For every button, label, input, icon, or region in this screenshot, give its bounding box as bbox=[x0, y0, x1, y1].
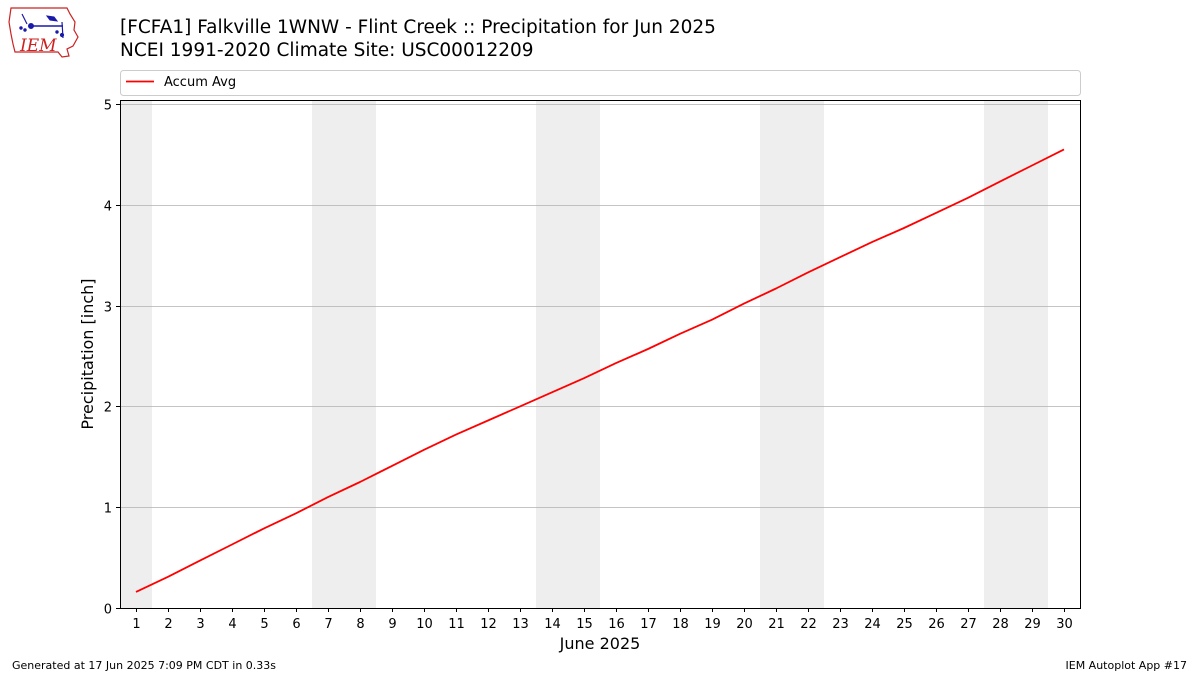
x-tick-label: 2 bbox=[164, 617, 172, 632]
logo-text: IEM bbox=[19, 36, 57, 56]
legend-box bbox=[120, 70, 1081, 96]
weekend-band bbox=[984, 100, 1048, 608]
y-tick-label: 1 bbox=[104, 502, 112, 517]
x-tick-label: 6 bbox=[292, 617, 300, 632]
x-tick-label: 22 bbox=[800, 617, 817, 632]
x-tick-label: 27 bbox=[960, 617, 977, 632]
legend-label-accum-avg: Accum Avg bbox=[164, 75, 236, 90]
x-tick-label: 5 bbox=[260, 617, 268, 632]
generated-timestamp: Generated at 17 Jun 2025 7:09 PM CDT in … bbox=[12, 659, 277, 672]
iem-logo: IEM bbox=[8, 7, 79, 58]
x-tick-label: 24 bbox=[864, 617, 881, 632]
x-tick-label: 30 bbox=[1056, 617, 1073, 632]
y-axis: 0 1 2 3 4 5 bbox=[104, 99, 120, 618]
x-tick-label: 26 bbox=[928, 617, 945, 632]
x-tick-label: 14 bbox=[544, 617, 561, 632]
x-axis: 1 2 3 4 5 6 7 8 9 10 11 12 13 14 15 16 17 18 19 20 21 22 23 24 2… bbox=[132, 608, 1073, 632]
y-tick-label: 2 bbox=[104, 401, 112, 416]
x-tick-label: 17 bbox=[640, 617, 657, 632]
x-tick-label: 29 bbox=[1024, 617, 1041, 632]
weekend-band bbox=[760, 100, 824, 608]
weekend-band bbox=[312, 100, 376, 608]
x-axis-label: June 2025 bbox=[559, 634, 641, 653]
x-tick-label: 16 bbox=[608, 617, 625, 632]
x-tick-label: 13 bbox=[512, 617, 529, 632]
x-tick-label: 21 bbox=[768, 617, 785, 632]
x-tick-label: 28 bbox=[992, 617, 1009, 632]
y-tick-label: 4 bbox=[104, 200, 112, 215]
weekend-band bbox=[536, 100, 600, 608]
app-label: IEM Autoplot App #17 bbox=[1065, 659, 1188, 672]
x-tick-label: 3 bbox=[196, 617, 204, 632]
x-tick-label: 9 bbox=[388, 617, 396, 632]
series-line-accum-avg bbox=[135, 148, 1065, 593]
x-tick-label: 10 bbox=[416, 617, 433, 632]
y-tick-label: 3 bbox=[104, 301, 112, 316]
y-tick-label: 5 bbox=[104, 99, 112, 114]
legend: Accum Avg bbox=[120, 70, 1081, 96]
y-tick-label: 0 bbox=[104, 603, 112, 618]
x-tick-label: 1 bbox=[132, 617, 140, 632]
chart-title: [FCFA1] Falkville 1WNW - Flint Creek :: … bbox=[120, 17, 716, 38]
x-tick-label: 25 bbox=[896, 617, 913, 632]
chart-subtitle: NCEI 1991-2020 Climate Site: USC00012209 bbox=[120, 40, 534, 61]
x-tick-label: 12 bbox=[480, 617, 497, 632]
x-tick-label: 7 bbox=[324, 617, 332, 632]
x-tick-label: 18 bbox=[672, 617, 689, 632]
x-tick-label: 23 bbox=[832, 617, 849, 632]
x-tick-label: 4 bbox=[228, 617, 236, 632]
x-tick-label: 19 bbox=[704, 617, 721, 632]
series-layer bbox=[135, 148, 1065, 593]
plot-frame bbox=[120, 100, 1081, 609]
x-tick-label: 15 bbox=[576, 617, 593, 632]
y-axis-label: Precipitation [inch] bbox=[78, 278, 97, 429]
iowa-outline-icon bbox=[8, 7, 79, 58]
weekend-band bbox=[120, 100, 152, 608]
weather-station-icon bbox=[19, 13, 65, 39]
x-tick-label: 20 bbox=[736, 617, 753, 632]
x-tick-label: 8 bbox=[356, 617, 364, 632]
x-tick-label: 11 bbox=[448, 617, 465, 632]
